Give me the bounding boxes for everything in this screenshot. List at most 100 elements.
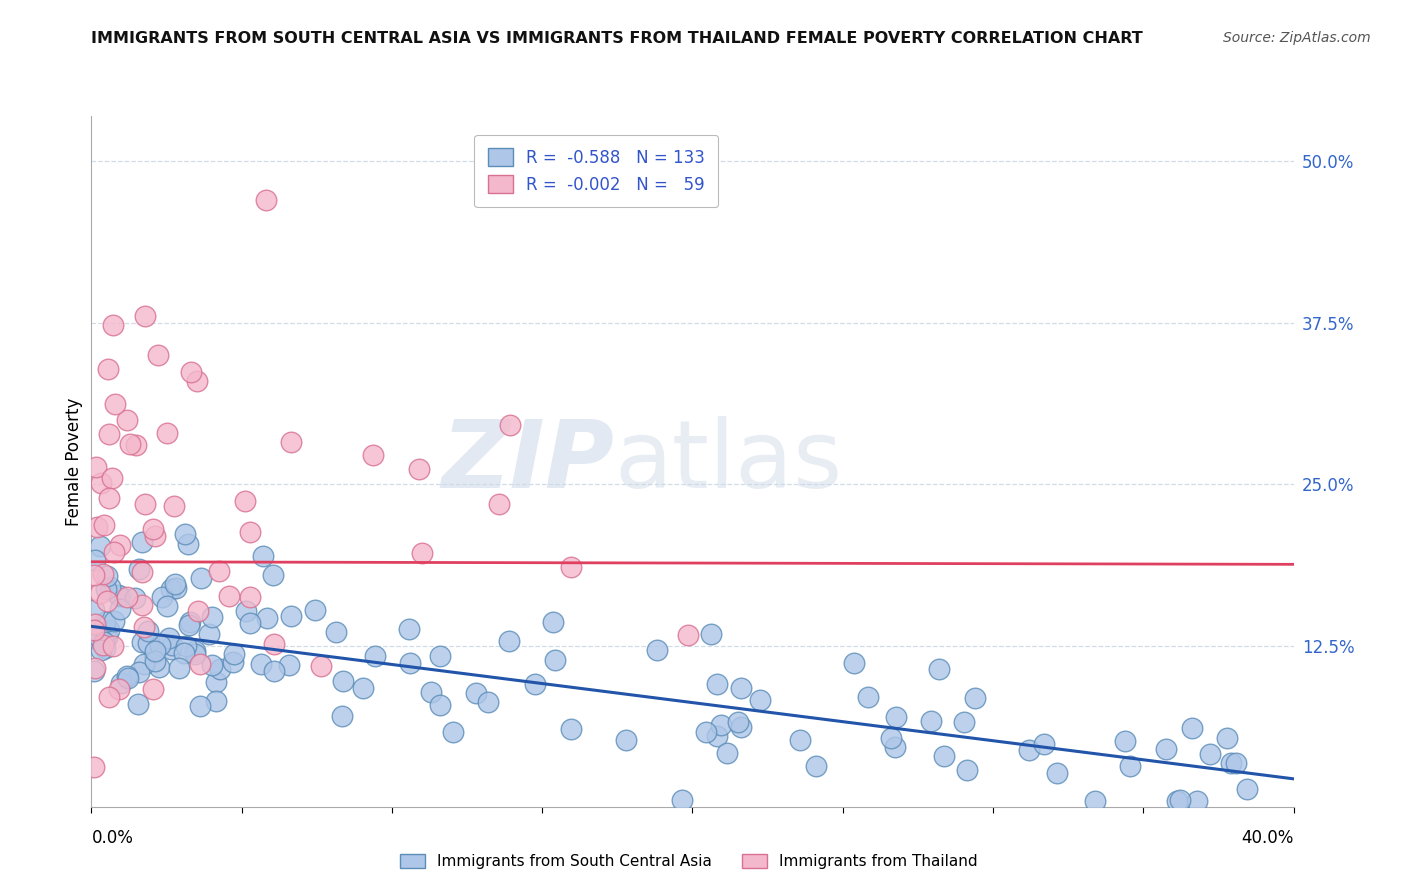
Point: [676, 628, 699, 642]
Text: IMMIGRANTS FROM SOUTH CENTRAL ASIA VS IMMIGRANTS FROM THAILAND FEMALE POVERTY CO: IMMIGRANTS FROM SOUTH CENTRAL ASIA VS IM…: [91, 31, 1143, 46]
Point: [477, 695, 499, 709]
Point: [150, 590, 173, 604]
Point: [263, 664, 285, 678]
Point: [408, 462, 430, 476]
Point: [1114, 734, 1136, 748]
Point: [84, 617, 107, 632]
Point: [541, 615, 564, 629]
Point: [89, 586, 111, 600]
Point: [142, 682, 165, 697]
Point: [198, 626, 221, 640]
Point: [84, 553, 107, 567]
Point: [96, 594, 118, 608]
Point: [184, 644, 207, 658]
Point: [160, 642, 183, 657]
Point: [156, 599, 179, 613]
Point: [131, 534, 153, 549]
Point: [749, 693, 772, 707]
Point: [83, 759, 105, 773]
Point: [86, 460, 108, 475]
Point: [443, 724, 465, 739]
Point: [842, 656, 865, 670]
Point: [465, 685, 488, 699]
Point: [706, 677, 728, 691]
Point: [94, 582, 117, 596]
Point: [880, 731, 903, 745]
Point: [1018, 743, 1040, 757]
Point: [498, 633, 520, 648]
Point: [148, 660, 170, 674]
Point: [309, 659, 332, 673]
Point: [108, 682, 131, 697]
Point: [727, 714, 749, 729]
Point: [1119, 759, 1142, 773]
Point: [143, 646, 166, 660]
Point: [524, 677, 547, 691]
Text: 40.0%: 40.0%: [1241, 829, 1294, 847]
Point: [96, 569, 118, 583]
Point: [97, 690, 120, 704]
Point: [115, 668, 138, 682]
Point: [90, 643, 112, 657]
Point: [1225, 756, 1247, 771]
Point: [249, 657, 271, 672]
Point: [138, 624, 160, 639]
Point: [94, 641, 117, 656]
Point: [187, 603, 209, 617]
Point: [205, 694, 228, 708]
Point: [222, 655, 245, 669]
Point: [262, 568, 284, 582]
Point: [176, 639, 198, 653]
Point: [97, 491, 120, 506]
Point: [84, 661, 107, 675]
Point: [560, 559, 582, 574]
Point: [201, 610, 224, 624]
Point: [155, 425, 177, 440]
Point: [97, 623, 120, 637]
Point: [131, 635, 153, 649]
Point: [184, 647, 207, 661]
Point: [205, 675, 228, 690]
Point: [332, 674, 354, 689]
Point: [218, 589, 240, 603]
Point: [145, 644, 167, 658]
Text: atlas: atlas: [614, 416, 842, 508]
Point: [1198, 747, 1220, 761]
Point: [160, 582, 183, 597]
Point: [165, 581, 187, 595]
Point: [952, 714, 974, 729]
Point: [280, 435, 302, 450]
Point: [928, 662, 950, 676]
Point: [190, 571, 212, 585]
Point: [173, 646, 195, 660]
Point: [188, 699, 211, 714]
Point: [560, 723, 582, 737]
Point: [143, 529, 166, 543]
Point: [163, 577, 186, 591]
Point: [706, 729, 728, 743]
Point: [1084, 794, 1107, 808]
Point: [157, 631, 180, 645]
Point: [117, 590, 139, 604]
Point: [411, 546, 433, 560]
Point: [110, 676, 132, 690]
Point: [136, 636, 159, 650]
Point: [239, 590, 262, 604]
Point: [856, 690, 879, 704]
Point: [125, 438, 148, 452]
Point: [142, 522, 165, 536]
Point: [83, 664, 105, 678]
Point: [174, 527, 197, 541]
Point: [208, 564, 231, 578]
Legend: Immigrants from South Central Asia, Immigrants from Thailand: Immigrants from South Central Asia, Immi…: [394, 847, 984, 875]
Point: [233, 494, 256, 508]
Point: [278, 657, 301, 672]
Point: [429, 648, 451, 663]
Point: [91, 567, 114, 582]
Point: [730, 720, 752, 734]
Point: [134, 497, 156, 511]
Point: [201, 657, 224, 672]
Legend: R =  -0.588   N = 133, R =  -0.002   N =   59: R = -0.588 N = 133, R = -0.002 N = 59: [474, 135, 718, 207]
Point: [429, 698, 451, 712]
Point: [934, 748, 956, 763]
